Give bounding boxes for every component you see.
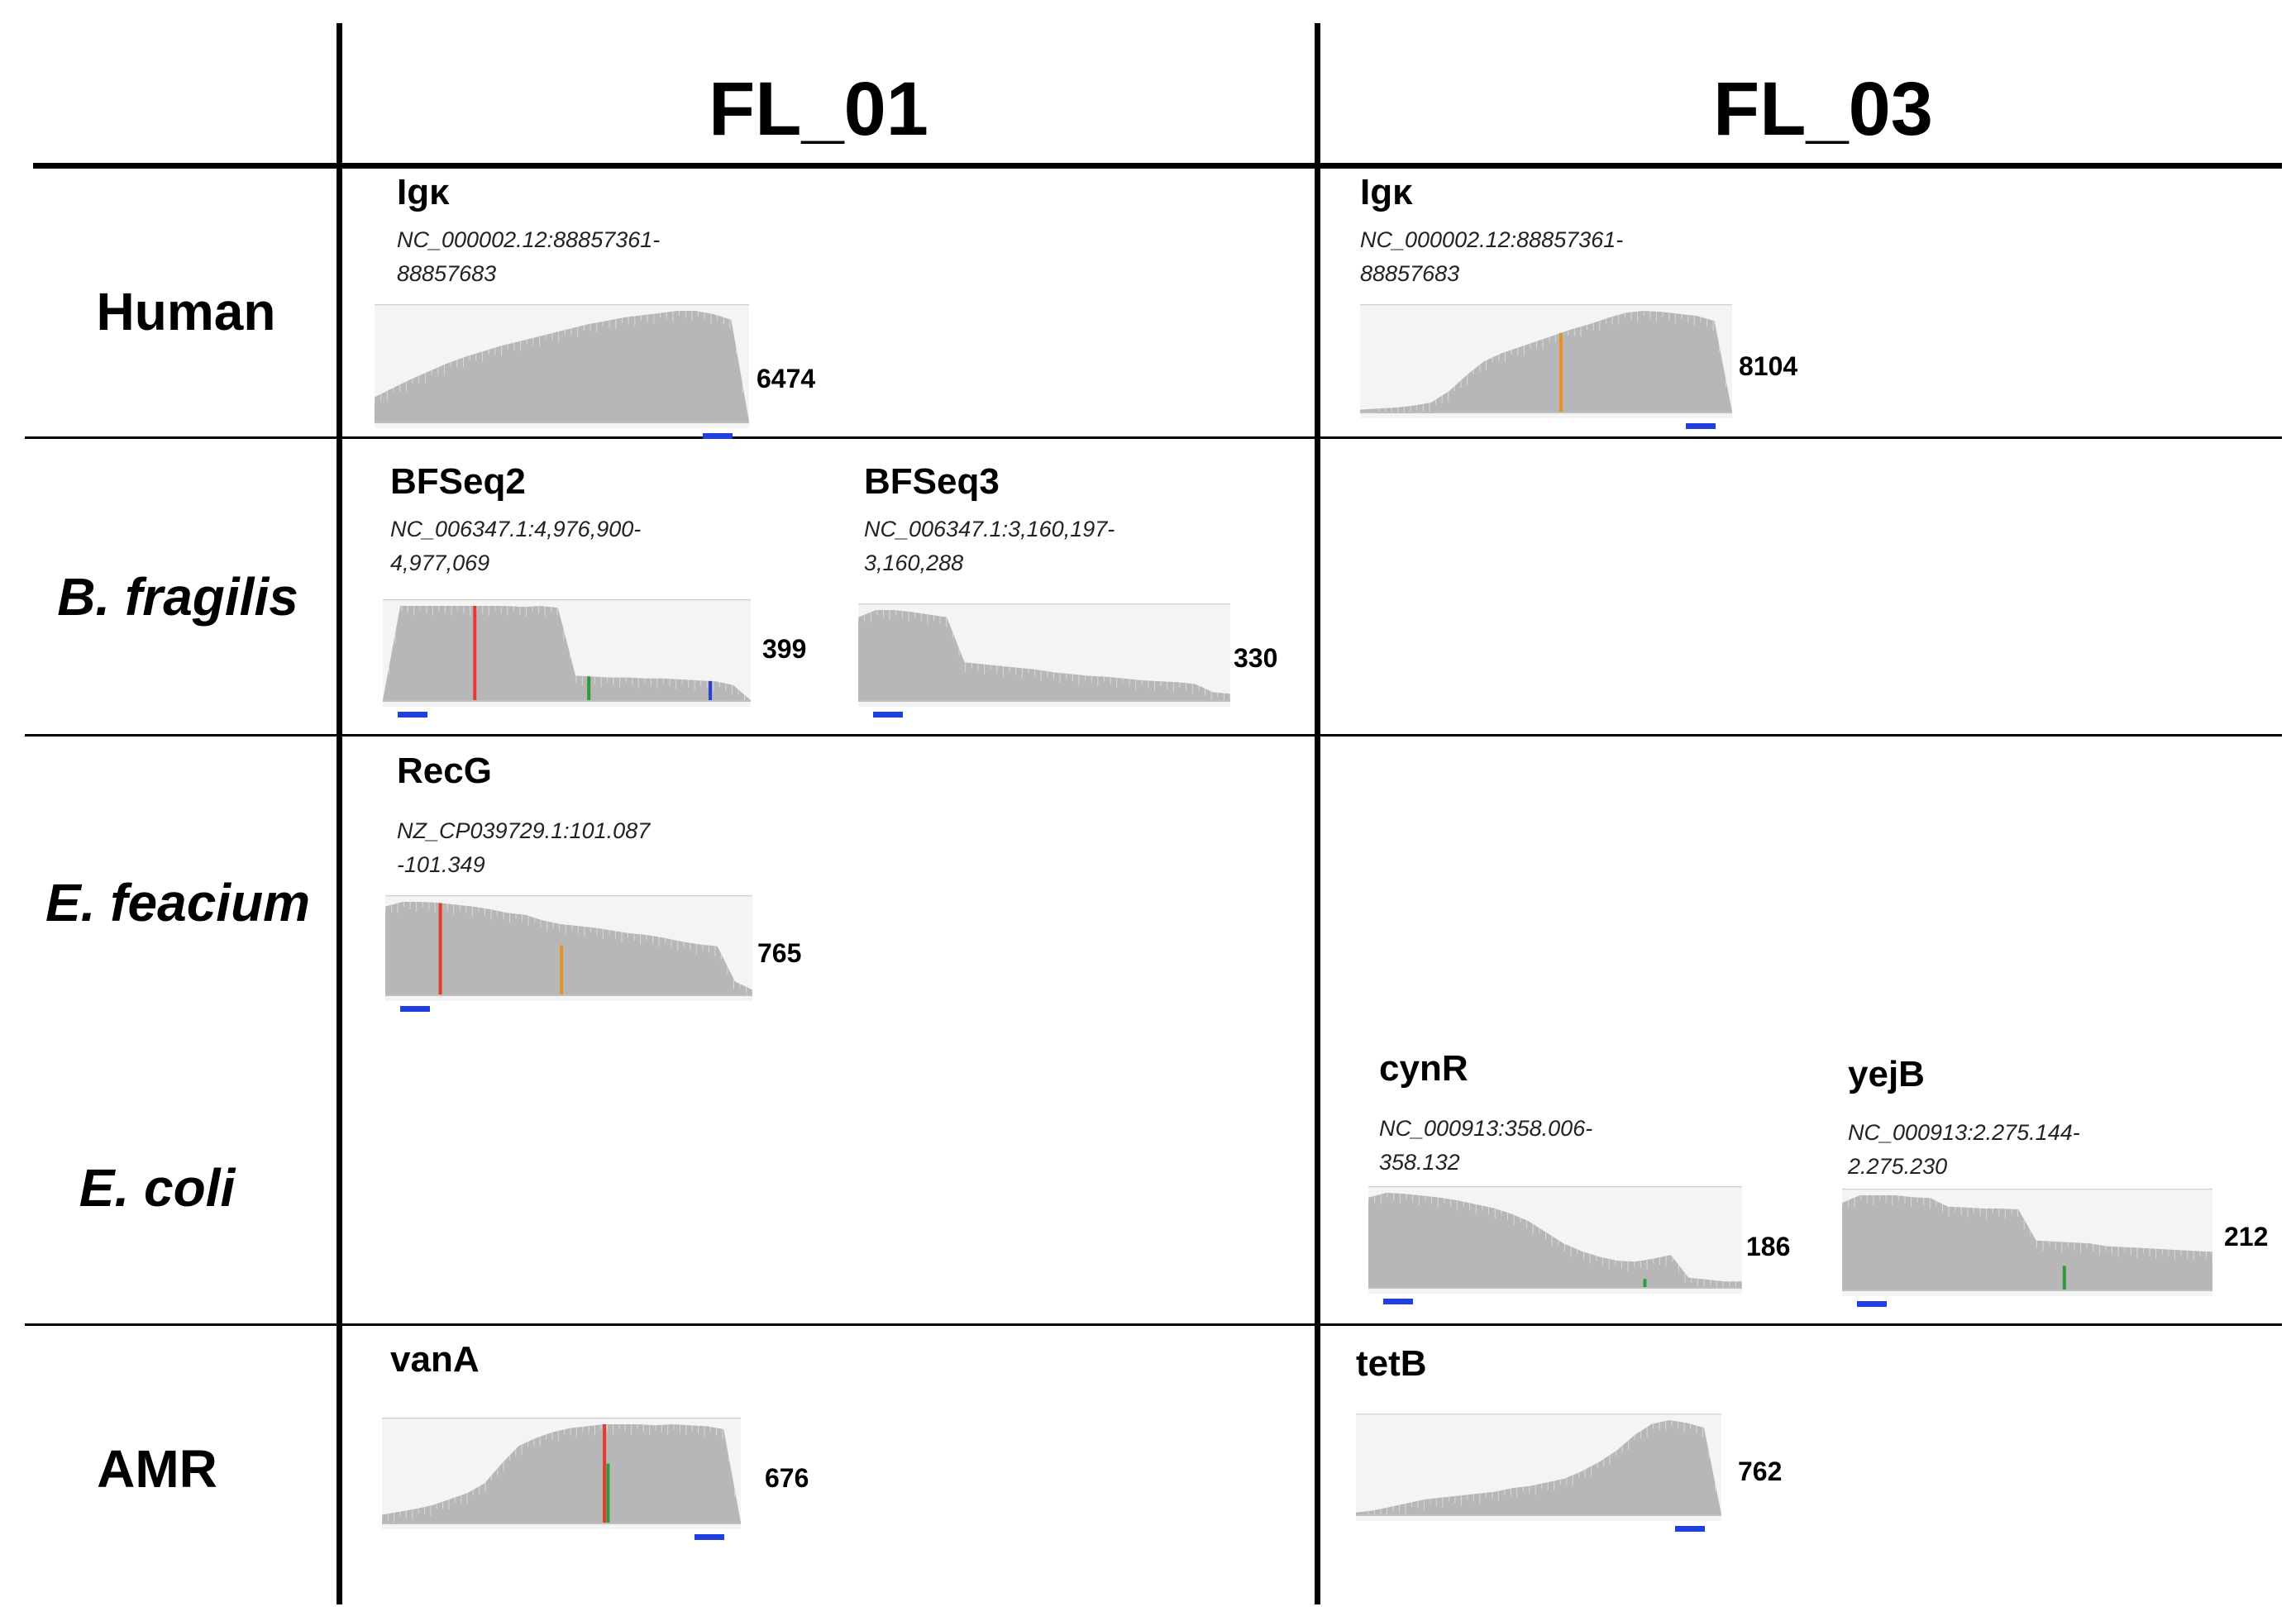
max-depth-label-tetb-8: 762 <box>1738 1457 1783 1486</box>
column-header-fl01: FL_01 <box>709 67 928 151</box>
region-coordinates-cynr-5: NC_000913:358.006- 358.132 <box>1379 1116 1593 1175</box>
grid-hline-1 <box>25 436 2282 439</box>
coverage-area <box>375 311 749 422</box>
region-coordinates-ig--1: NC_000002.12:88857361- 88857683 <box>1360 227 1624 286</box>
scale-bar <box>1857 1301 1887 1307</box>
coverage-area <box>1360 311 1732 412</box>
max-depth-label-cynr-5: 186 <box>1746 1232 1791 1261</box>
coverage-track-bfseq3-3 <box>858 603 1230 718</box>
row-label-e-coli: E. coli <box>79 1158 236 1218</box>
coverage-track-recg-4 <box>385 895 752 1012</box>
max-depth-label-vana-7: 676 <box>765 1463 809 1493</box>
grid-hline-header <box>33 163 2282 169</box>
max-depth-label-yejb-6: 212 <box>2224 1222 2269 1252</box>
region-coordinates-yejb-6: NC_000913:2.275.144- 2.275.230 <box>1848 1120 2080 1179</box>
coverage-area <box>1842 1195 2212 1290</box>
region-coordinates-recg-4: NZ_CP039729.1:101.087 -101.349 <box>397 818 651 877</box>
coverage-area <box>858 610 1230 700</box>
max-depth-label-recg-4: 765 <box>757 938 802 968</box>
coverage-area <box>1356 1420 1721 1514</box>
coverage-track-yejb-6 <box>1842 1189 2212 1307</box>
max-depth-label-ig--0: 6474 <box>757 364 816 393</box>
gene-label-cynr-5: cynR <box>1379 1048 1468 1089</box>
max-depth-label-bfseq3-3: 330 <box>1234 643 1278 673</box>
row-label-b-fragilis: B. fragilis <box>57 567 298 627</box>
scale-bar <box>703 433 733 439</box>
row-label-e-feacium: E. feacium <box>45 873 311 932</box>
coverage-area <box>382 1424 741 1523</box>
max-depth-label-ig--1: 8104 <box>1739 351 1798 381</box>
scale-bar <box>1383 1299 1413 1304</box>
row-label-amr: AMR <box>97 1439 217 1499</box>
coverage-track-cynr-5 <box>1368 1186 1742 1304</box>
gene-label-ig--1: Igκ <box>1360 172 1413 212</box>
coverage-track-tetb-8 <box>1356 1414 1721 1532</box>
max-depth-label-bfseq2-2: 399 <box>762 634 807 664</box>
scale-bar <box>1686 423 1716 429</box>
grid-vline-1 <box>337 23 342 1604</box>
gene-label-yejb-6: yejB <box>1848 1054 1925 1094</box>
coverage-area <box>385 902 752 994</box>
grid-hline-2 <box>25 734 2282 737</box>
coverage-track-ig--1 <box>1360 304 1732 429</box>
region-coordinates-bfseq2-2: NC_006347.1:4,976,900- 4,977,069 <box>390 517 642 575</box>
coverage-track-bfseq2-2 <box>383 599 751 718</box>
coverage-track-vana-7 <box>382 1418 741 1540</box>
scale-bar <box>873 712 903 718</box>
scale-bar <box>1675 1526 1705 1532</box>
coverage-track-ig--0 <box>375 304 749 439</box>
region-coordinates-ig--0: NC_000002.12:88857361- 88857683 <box>397 227 661 286</box>
region-coordinates-bfseq3-3: NC_006347.1:3,160,197- 3,160,288 <box>864 517 1115 575</box>
gene-label-bfseq3-3: BFSeq3 <box>864 461 1000 502</box>
scale-bar <box>398 712 427 718</box>
gene-label-ig--0: Igκ <box>397 172 450 212</box>
coverage-area <box>1368 1193 1742 1287</box>
grid-hline-3 <box>25 1323 2282 1326</box>
scale-bar <box>695 1534 724 1540</box>
gene-label-vana-7: vanA <box>390 1339 480 1380</box>
gene-label-recg-4: RecG <box>397 751 492 791</box>
grid-vline-2 <box>1315 23 1320 1604</box>
row-label-human: Human <box>96 282 276 341</box>
gene-label-bfseq2-2: BFSeq2 <box>390 461 526 502</box>
column-header-fl03: FL_03 <box>1713 67 1933 151</box>
scale-bar <box>400 1006 430 1012</box>
gene-label-tetb-8: tetB <box>1356 1343 1427 1384</box>
